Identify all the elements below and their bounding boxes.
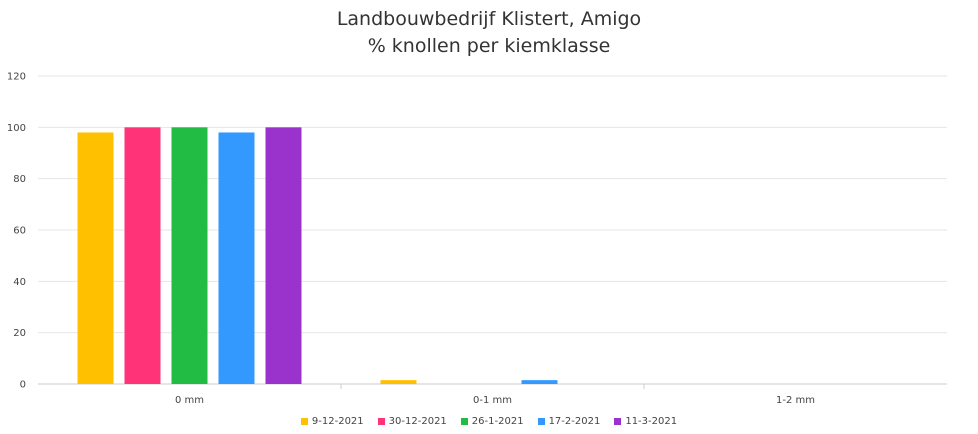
- legend-item: 17-2-2021: [537, 416, 601, 427]
- legend-swatch: [460, 418, 468, 425]
- bar: [521, 380, 558, 384]
- legend-item: 11-3-2021: [614, 416, 677, 427]
- x-axis-ticks: 0 mm 0-1 mm 1-2 mm: [175, 384, 815, 406]
- bars: [77, 127, 558, 384]
- x-tick-label: 1-2 mm: [776, 395, 815, 406]
- y-tick-label: 60: [13, 226, 26, 237]
- legend-label: 17-2-2021: [548, 416, 601, 427]
- y-tick-label: 20: [13, 328, 26, 339]
- x-tick-label: 0 mm: [175, 395, 204, 406]
- legend-item: 9-12-2021: [300, 416, 364, 427]
- bar: [77, 132, 114, 384]
- legend-label: 30-12-2021: [388, 416, 447, 427]
- legend-swatch: [614, 418, 622, 425]
- legend-label: 11-3-2021: [625, 416, 678, 427]
- bar: [171, 127, 208, 384]
- y-tick-label: 40: [13, 277, 26, 288]
- legend-item: 30-12-2021: [377, 416, 447, 427]
- legend-swatch: [537, 418, 545, 425]
- x-tick-label: 0-1 mm: [473, 395, 512, 406]
- chart-subtitle: % knollen per kiemklasse: [367, 35, 611, 57]
- legend-label: 26-1-2021: [471, 416, 524, 427]
- y-axis-ticks: 0 20 40 60 80 100 120: [7, 72, 26, 391]
- bar: [218, 132, 255, 384]
- bar: [265, 127, 302, 384]
- bar: [380, 380, 417, 384]
- legend-item: 26-1-2021: [460, 416, 524, 427]
- legend: 9-12-2021 30-12-2021 26-1-2021 17-2-2021 11-…: [0, 416, 978, 427]
- legend-label: 9-12-2021: [311, 416, 364, 427]
- legend-swatch: [377, 418, 385, 425]
- y-tick-label: 120: [7, 72, 26, 83]
- y-tick-label: 100: [7, 123, 26, 134]
- bar: [124, 127, 161, 384]
- y-tick-label: 80: [13, 174, 26, 185]
- y-tick-label: 0: [20, 380, 26, 391]
- legend-swatch: [300, 418, 308, 425]
- chart-title: Landbouwbedrijf Klistert, Amigo: [336, 8, 642, 30]
